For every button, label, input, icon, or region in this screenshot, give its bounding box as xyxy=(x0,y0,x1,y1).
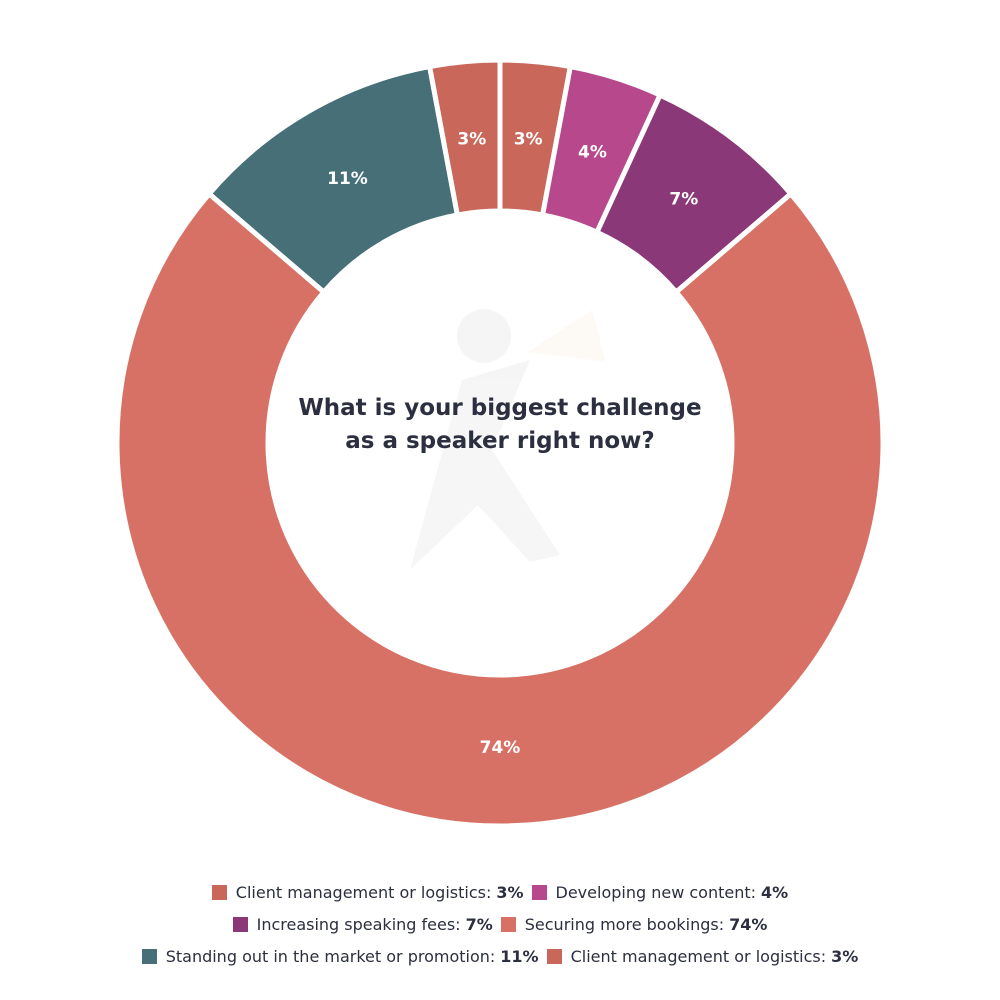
slice-label: 7% xyxy=(669,190,698,210)
legend-label: Developing new content: xyxy=(555,882,757,902)
legend-value: 4% xyxy=(761,882,789,902)
legend-label: Client management or logistics: xyxy=(570,946,827,966)
legend-swatch xyxy=(500,916,516,932)
legend-swatch xyxy=(232,916,248,932)
legend-swatch xyxy=(531,884,547,900)
legend-label: Client management or logistics: xyxy=(235,882,492,902)
legend-value: 3% xyxy=(831,946,859,966)
legend-item[interactable]: Standing out in the market or promotion:… xyxy=(141,946,539,966)
legend-item[interactable]: Client management or logistics: 3% xyxy=(211,882,524,902)
watermark-logo xyxy=(410,309,606,570)
legend-item[interactable]: Increasing speaking fees: 7% xyxy=(232,914,493,934)
legend-item[interactable]: Client management or logistics: 3% xyxy=(546,946,859,966)
slice-label: 4% xyxy=(578,142,607,162)
legend-row: Increasing speaking fees: 7% Securing more… xyxy=(0,908,1000,940)
legend-value: 11% xyxy=(500,946,539,966)
legend-item[interactable]: Securing more bookings: 74% xyxy=(500,914,768,934)
legend-swatch xyxy=(546,948,562,964)
slice-label: 74% xyxy=(480,738,521,758)
legend-label: Securing more bookings: xyxy=(524,914,725,934)
legend-value: 3% xyxy=(496,882,524,902)
legend-item[interactable]: Developing new content: 4% xyxy=(531,882,789,902)
slice-label: 3% xyxy=(514,129,543,149)
legend-swatch xyxy=(211,884,227,900)
legend-row: Standing out in the market or promotion:… xyxy=(0,940,1000,972)
legend-row: Client management or logistics: 3% Develop… xyxy=(0,876,1000,908)
pie-slice xyxy=(426,57,503,218)
legend-value: 74% xyxy=(729,914,768,934)
legend-label: Increasing speaking fees: xyxy=(256,914,461,934)
pie-slice xyxy=(114,190,886,829)
legend: Client management or logistics: 3% Develop… xyxy=(0,876,1000,972)
legend-value: 7% xyxy=(465,914,493,934)
chart-title: What is your biggest challenge as a spea… xyxy=(298,395,702,454)
legend-swatch xyxy=(141,948,157,964)
legend-label: Standing out in the market or promotion: xyxy=(165,946,496,966)
slice-label: 11% xyxy=(327,169,368,189)
slice-label: 3% xyxy=(457,129,486,149)
